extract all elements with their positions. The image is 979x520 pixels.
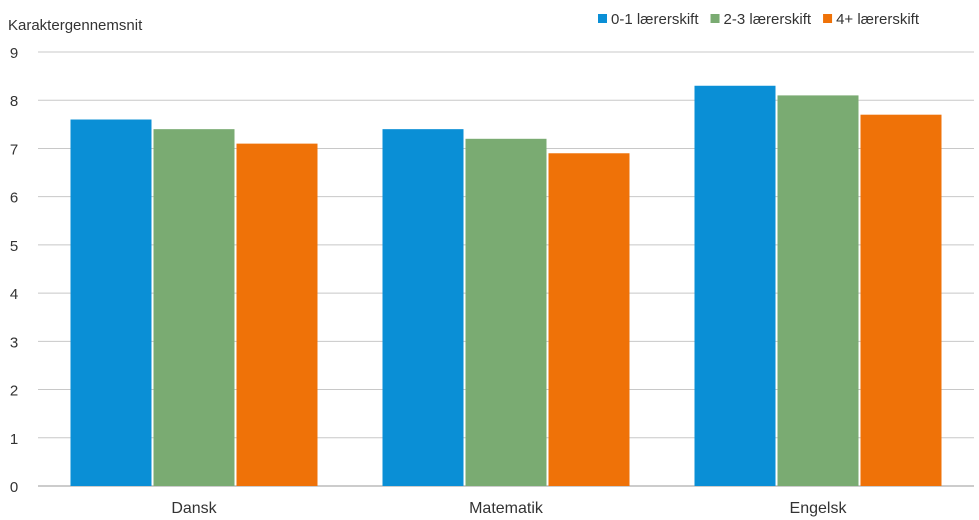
y-tick-label: 5 <box>10 238 18 255</box>
bar <box>548 153 630 486</box>
bar <box>860 114 942 486</box>
bar <box>70 119 152 486</box>
bars <box>70 85 942 487</box>
y-tick-label: 9 <box>10 45 18 62</box>
legend-swatch <box>823 14 833 23</box>
bar <box>465 138 547 487</box>
bar <box>382 129 464 486</box>
bar <box>236 143 318 486</box>
category-label: Matematik <box>469 500 544 517</box>
bar <box>777 95 859 487</box>
bar <box>153 129 235 486</box>
y-tick-label: 3 <box>10 334 18 351</box>
legend-swatch <box>598 14 607 23</box>
y-tick-label: 0 <box>10 479 18 496</box>
legend-label: 2-3 lærerskift <box>724 11 812 28</box>
y-tick-label: 6 <box>10 190 18 207</box>
legend-label: 0-1 lærerskift <box>611 11 699 28</box>
category-label: Dansk <box>171 500 217 517</box>
y-tick-label: 2 <box>10 383 18 400</box>
x-axis-categories: Dansk Matematik Engelsk <box>171 500 847 517</box>
y-axis-label: Karaktergennemsnit <box>8 17 143 34</box>
y-tick-label: 1 <box>10 431 18 448</box>
legend: 0-1 lærerskift 2-3 lærerskift 4+ lærerskif… <box>598 11 920 28</box>
category-label: Engelsk <box>790 500 848 517</box>
y-tick-label: 4 <box>10 286 18 303</box>
bar <box>694 85 776 486</box>
legend-swatch <box>710 14 720 23</box>
legend-label: 4+ lærerskift <box>836 11 920 28</box>
y-axis-ticks: 0 1 2 3 4 5 6 7 8 9 <box>10 45 18 496</box>
y-tick-label: 7 <box>10 141 18 158</box>
y-tick-label: 8 <box>10 93 18 110</box>
